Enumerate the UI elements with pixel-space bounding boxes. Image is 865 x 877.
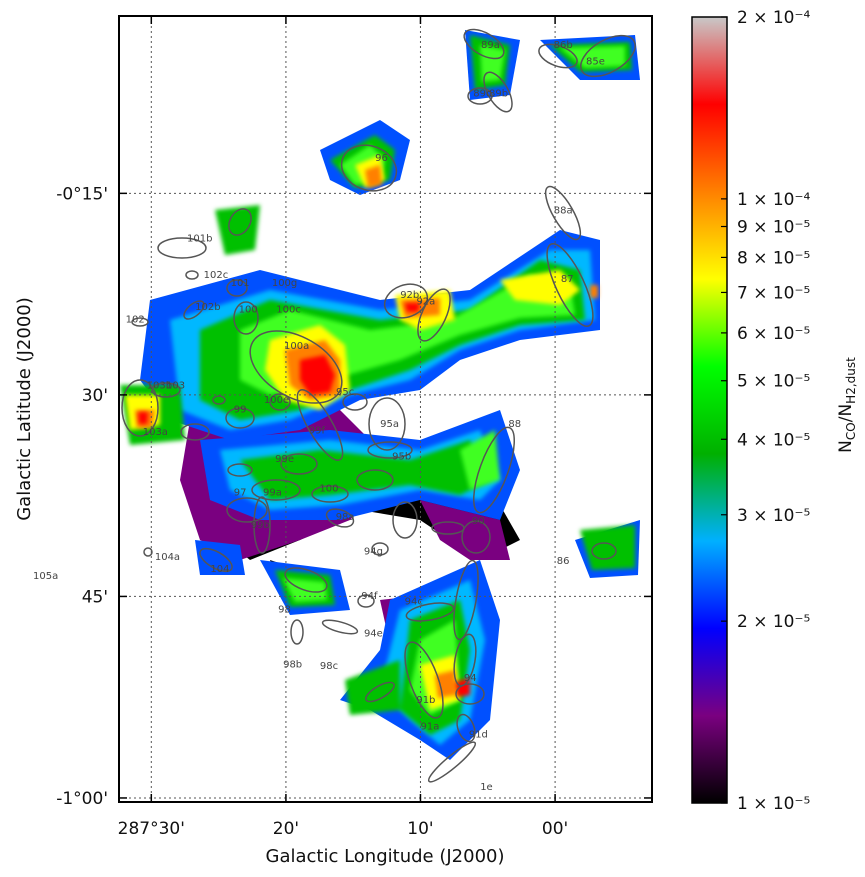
region-label: 99a: [263, 488, 282, 499]
colorbar-tick-label: 7 × 10⁻⁵: [737, 283, 810, 303]
region-label: 91a: [420, 721, 439, 732]
region-label: 103b: [147, 380, 172, 391]
x-tick-label: 287°30': [118, 819, 185, 839]
colorbar-ticks: 2 × 10⁻⁴ 1 × 10⁻⁴ 9 × 10⁻⁵ 8 × 10⁻⁵ 7 × 10⁻⁵…: [721, 8, 810, 814]
region-label: 102c: [204, 270, 229, 281]
x-axis-title: Galactic Longitude (J2000): [266, 846, 505, 867]
region-label: 101: [231, 278, 250, 289]
region-label: 92a: [416, 297, 435, 308]
region-label: 98a: [336, 512, 355, 523]
region-label: 103a: [143, 427, 168, 438]
region-label: 99: [234, 405, 247, 416]
plot-frame: [118, 15, 653, 803]
region-label: 97: [234, 488, 247, 499]
region-label: 94e: [364, 629, 383, 640]
colorbar-tick-label: 2 × 10⁻⁴: [737, 8, 810, 28]
region-label: 99b: [251, 520, 270, 531]
region-ellipses: [121, 28, 636, 783]
colorbar-tick-label: 6 × 10⁻⁵: [737, 324, 810, 344]
region-label: 103: [166, 380, 185, 391]
region-label: 102b: [195, 302, 220, 313]
colorbar-tick-label: 2 × 10⁻⁵: [737, 612, 810, 632]
y-tick-label: 45': [82, 587, 108, 607]
region-label: 92b: [400, 290, 419, 301]
region-label: 98: [278, 605, 291, 616]
y-tick-label: -1°00': [56, 789, 108, 809]
region-label: 95b: [392, 451, 411, 462]
region-label: 90: [472, 516, 485, 527]
region-label: 96: [375, 153, 388, 164]
outside-region-label: 105a: [33, 571, 58, 582]
colorbar-tick-label: 5 × 10⁻⁵: [737, 372, 810, 392]
x-tick-label: 20': [273, 819, 299, 839]
region-label: 104: [210, 564, 229, 575]
colorbar-tick-label: 4 × 10⁻⁵: [737, 430, 810, 450]
region-label: 100e: [264, 395, 289, 406]
region-label: 94: [464, 673, 477, 684]
colorbar-tick-label: 1 × 10⁻⁴: [737, 190, 810, 210]
region-label: 94g: [364, 547, 383, 558]
colorbar-tick-label: 8 × 10⁻⁵: [737, 248, 810, 268]
region-label: 99e: [275, 454, 294, 465]
region-label: 101b: [187, 234, 212, 245]
region-label: 89c: [473, 89, 491, 100]
region-label: 86: [557, 556, 570, 567]
grid-lines: [119, 16, 652, 802]
x-tick-label: 00': [542, 819, 568, 839]
colorbar-bar: [691, 16, 728, 804]
region-label: 91b: [416, 695, 435, 706]
colorbar-tick-label: 1 × 10⁻⁵: [737, 794, 810, 814]
region-label: 98c: [320, 661, 338, 672]
region-label: 99f: [309, 426, 326, 437]
colorbar-title: NCO/NH2,dust: [836, 357, 858, 453]
region-label: 100a: [284, 341, 309, 352]
region-label: 94c: [405, 596, 423, 607]
region-label: 87: [561, 274, 574, 285]
x-tick-label: 10': [407, 819, 433, 839]
colorbar-tick-label: 9 × 10⁻⁵: [737, 218, 810, 238]
region-label: 95a: [380, 419, 399, 430]
y-tick-label: 30': [82, 386, 108, 406]
region-label: 94f: [361, 591, 378, 602]
region-label: 98b: [283, 659, 302, 670]
emission-map: [120, 30, 640, 760]
region-label: 100c: [276, 305, 301, 316]
region-label: 100g: [272, 278, 297, 289]
region-label: 89b: [489, 89, 508, 100]
region-label: 95c: [336, 387, 354, 398]
axis-ticks: 287°30' 20' 10' 00' -0°15' 30' 45' -1°00': [56, 16, 652, 839]
region-label: 89a: [481, 40, 500, 51]
region-label: 85e: [586, 56, 605, 67]
region-label: 88a: [554, 206, 573, 217]
y-tick-label: -0°15': [56, 184, 108, 204]
region-label: 102: [126, 314, 145, 325]
region-label: 88: [508, 419, 521, 430]
region-label: 1e: [480, 782, 493, 793]
y-axis-title: Galactic Latitude (J2000): [14, 297, 35, 521]
region-label: 100: [239, 305, 258, 316]
region-label: 86b: [554, 40, 573, 51]
colorbar-tick-label: 3 × 10⁻⁵: [737, 506, 810, 526]
region-label: 104a: [155, 552, 180, 563]
region-label: 100: [319, 484, 338, 495]
region-label: 91d: [469, 730, 488, 741]
